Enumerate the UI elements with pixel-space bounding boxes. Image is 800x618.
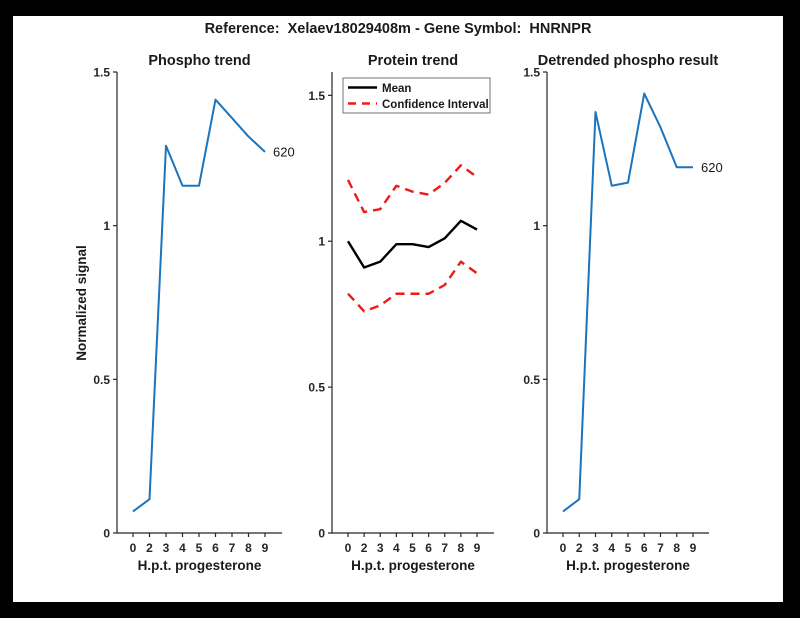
series-detrended-signal [562, 92, 693, 513]
x-tick-label: 4 [608, 541, 615, 555]
x-tick-label: 6 [212, 541, 219, 555]
x-tick-label: 9 [690, 541, 697, 555]
y-tick-label: 1.5 [523, 66, 540, 80]
legend-label: Mean [382, 83, 411, 95]
x-tick-label: 5 [625, 541, 632, 555]
x-tick-label: 7 [229, 541, 236, 555]
x-tick-label: 9 [262, 541, 269, 555]
series-phospho-signal [132, 98, 266, 513]
y-tick-label: 1 [318, 235, 325, 249]
y-axis-label: Normalized signal [74, 245, 89, 361]
figure-canvas: Reference: Xelaev18029408m - Gene Symbol… [13, 16, 783, 602]
x-tick-label: 2 [146, 541, 153, 555]
y-tick-label: 0 [103, 527, 110, 541]
legend-box [342, 77, 491, 114]
x-tick-label: 3 [163, 541, 170, 555]
x-tick-label: 5 [196, 541, 203, 555]
x-tick-label: 7 [657, 541, 664, 555]
series-end-label: 620 [701, 160, 723, 175]
axis-spines [116, 72, 282, 534]
series-ci-upper [346, 164, 478, 214]
x-tick-label: 5 [409, 541, 416, 555]
subplot-title: Protein trend [368, 53, 458, 69]
y-tick-label: 0.5 [523, 373, 540, 387]
x-axis-label: H.p.t. progesterone [138, 558, 262, 573]
x-tick-label: 3 [592, 541, 599, 555]
y-tick-label: 1.5 [308, 89, 325, 103]
subplot-3: 00.511.50 2 3 4 5 6 7 8 9H.p.t. progesteroneDetr… [523, 53, 722, 573]
axis-spines [331, 72, 494, 534]
legend-label: Confidence Interval [382, 99, 489, 111]
x-tick-label: 8 [245, 541, 252, 555]
x-tick-label: 4 [393, 541, 400, 555]
x-axis-label: H.p.t. progesterone [351, 558, 475, 573]
x-tick-label: 2 [576, 541, 583, 555]
y-tick-label: 1 [103, 219, 110, 233]
x-tick-label: 3 [377, 541, 384, 555]
x-axis-label: H.p.t. progesterone [566, 558, 690, 573]
subplot-title: Detrended phospho result [538, 53, 719, 69]
y-tick-label: 1 [533, 219, 540, 233]
x-tick-label: 8 [673, 541, 680, 555]
x-tick-label: 0 [345, 541, 352, 555]
subplots-canvas: 00.511.50 2 3 4 5 6 7 8 9H.p.t. progesteronePhos… [74, 53, 723, 573]
y-tick-label: 0 [533, 527, 540, 541]
y-tick-label: 0 [318, 527, 325, 541]
figure-title: Reference: Xelaev18029408m - Gene Symbol… [204, 21, 592, 37]
series-ci-lower [347, 260, 478, 313]
x-tick-label: 8 [458, 541, 465, 555]
subplot-2: 00.511.50 2 3 4 5 6 7 8 9H.p.t. progesteroneProt… [308, 53, 494, 573]
x-tick-label: 2 [361, 541, 368, 555]
y-tick-label: 0.5 [308, 381, 325, 395]
x-tick-label: 0 [130, 541, 137, 555]
x-tick-label: 0 [560, 541, 567, 555]
subplot-1: 00.511.50 2 3 4 5 6 7 8 9H.p.t. progesteronePhos… [74, 53, 295, 573]
x-tick-label: 6 [425, 541, 432, 555]
axis-spines [546, 72, 709, 534]
x-tick-label: 9 [474, 541, 481, 555]
y-tick-label: 1.5 [93, 66, 110, 80]
subplot-title: Phospho trend [148, 53, 250, 69]
x-tick-label: 4 [179, 541, 186, 555]
y-tick-label: 0.5 [93, 373, 110, 387]
series-end-label: 620 [273, 144, 295, 159]
series-mean [346, 219, 478, 269]
x-tick-label: 6 [641, 541, 648, 555]
x-tick-label: 7 [441, 541, 448, 555]
